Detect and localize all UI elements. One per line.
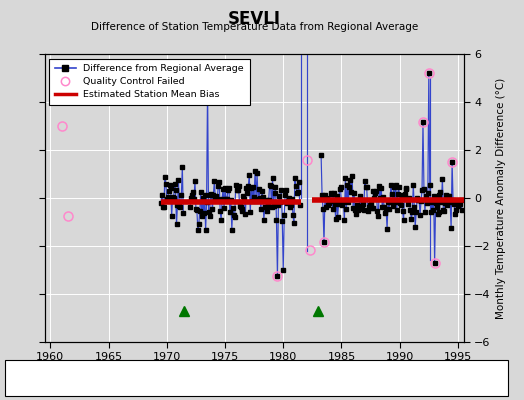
- Text: ■: ■: [372, 379, 383, 389]
- Text: Empirical Break: Empirical Break: [388, 380, 459, 388]
- Text: Station Move: Station Move: [34, 380, 94, 388]
- Text: Time of Obs. Change: Time of Obs. Change: [248, 380, 342, 388]
- Text: Berkeley Earth: Berkeley Earth: [442, 383, 508, 392]
- Text: ▲: ▲: [123, 379, 132, 389]
- Text: SEVLI: SEVLI: [227, 10, 281, 28]
- Legend: Difference from Regional Average, Quality Control Failed, Estimated Station Mean: Difference from Regional Average, Qualit…: [49, 59, 249, 105]
- Text: Difference of Station Temperature Data from Regional Average: Difference of Station Temperature Data f…: [91, 22, 418, 32]
- Text: ◆: ◆: [16, 379, 24, 389]
- Y-axis label: Monthly Temperature Anomaly Difference (°C): Monthly Temperature Anomaly Difference (…: [496, 77, 506, 319]
- Text: ▼: ▼: [231, 379, 239, 389]
- Text: Record Gap: Record Gap: [140, 380, 193, 388]
